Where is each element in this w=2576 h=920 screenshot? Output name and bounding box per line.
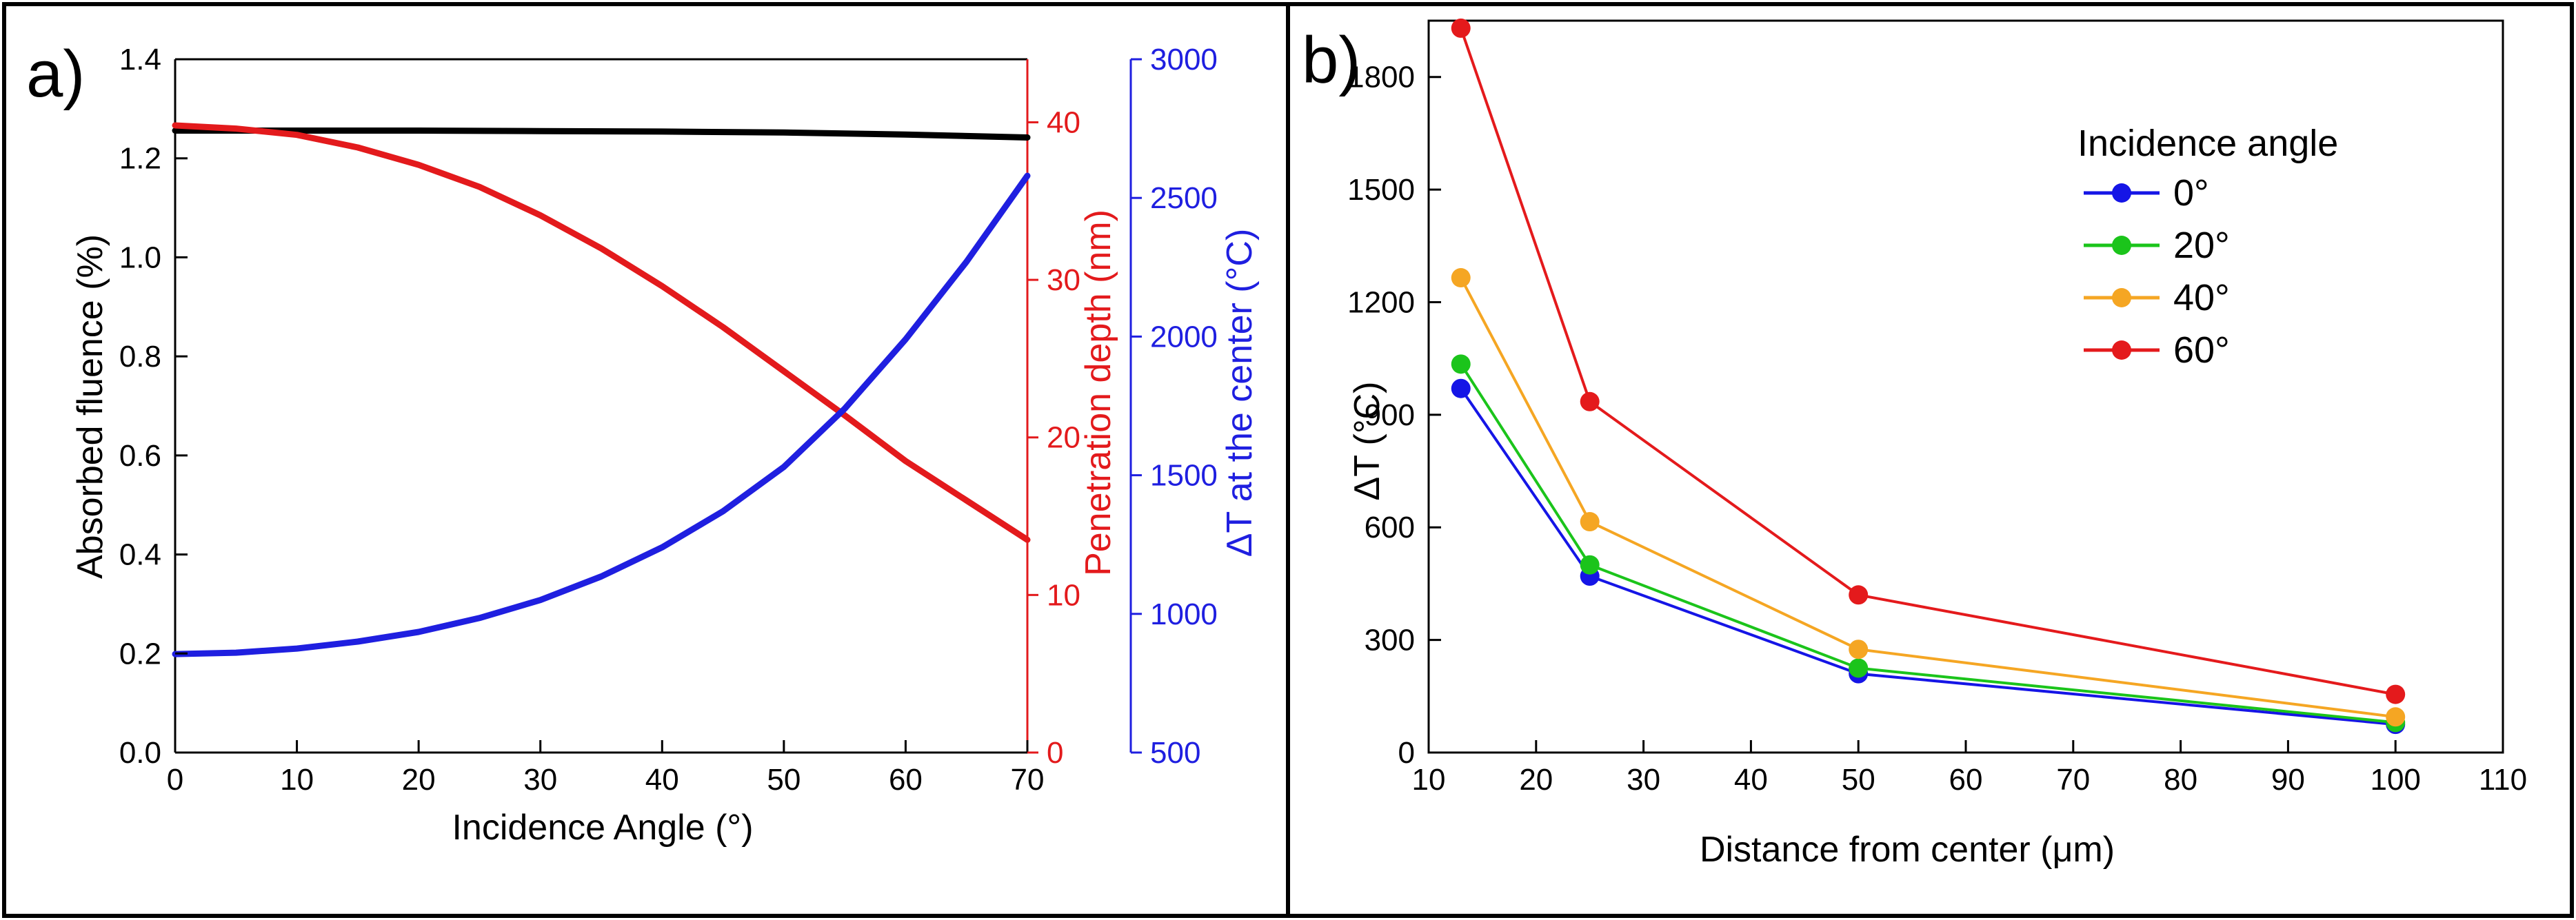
b-series-point (1451, 354, 1471, 374)
b-series-point (2386, 707, 2406, 727)
panel-b-frame (1427, 19, 2504, 754)
panel-a-tag: a) (26, 37, 85, 111)
b-y-tick-label: 1200 (1347, 285, 1415, 319)
b-series-point (1451, 378, 1471, 398)
a-x-tick-label: 50 (767, 763, 801, 797)
b-y-tick-label: 0 (1398, 736, 1415, 770)
b-x-tick-label: 50 (1842, 763, 1875, 797)
a-x-tick-label: 70 (1011, 763, 1045, 797)
a-y-right1-tick-label: 0 (1047, 736, 1063, 770)
b-series-point (1849, 585, 1869, 605)
legend-label: 40° (2173, 277, 2230, 318)
a-y-right1-tick-label: 10 (1047, 578, 1080, 612)
a-series-absorbed-fluence (172, 127, 1031, 141)
panel-a: a) 0 10 20 30 40 50 60 70 0.0 0.2 0.4 0.6 0.8 1.0 1.2 1… (26, 37, 1260, 848)
b-y-tick-label: 1800 (1347, 61, 1415, 94)
b-series-point (2386, 684, 2406, 704)
b-series-line (1460, 363, 2396, 724)
panel-a-lines (172, 122, 1031, 657)
b-series-point (1849, 658, 1869, 678)
a-y-right1-tick-label: 40 (1047, 105, 1080, 139)
b-series-point (1451, 18, 1471, 38)
b-y-tick-label: 1500 (1347, 173, 1415, 207)
panel-a-ticks: 0 10 20 30 40 50 60 70 0.0 0.2 0.4 0.6 0.8 1.0 1.2 1.4 0… (119, 43, 1218, 797)
a-y-left-tick-label: 0.2 (119, 637, 161, 671)
panel-a-y-right2-label: ΔT at the center (°C) (1220, 229, 1260, 558)
a-y-left-tick-label: 0.4 (119, 538, 161, 572)
a-series-penetration-depth (172, 122, 1031, 543)
b-series-point (1849, 640, 1869, 660)
a-y-left-tick-label: 1.2 (119, 142, 161, 176)
b-x-tick-label: 10 (1412, 763, 1446, 797)
legend-swatch-marker (2112, 183, 2131, 203)
b-y-tick-label: 600 (1365, 511, 1415, 544)
b-series-line (1460, 387, 2396, 726)
b-y-tick-label: 300 (1365, 624, 1415, 657)
panel-a-y-right1-label: Penetration depth (nm) (1078, 209, 1118, 576)
legend-swatch-marker (2112, 288, 2131, 307)
b-x-tick-label: 20 (1519, 763, 1553, 797)
b-x-tick-label: 30 (1627, 763, 1660, 797)
b-x-tick-label: 100 (2370, 763, 2420, 797)
b-x-tick-label: 110 (2479, 763, 2527, 797)
panel-b-y-label: ΔT (°C) (1347, 382, 1387, 501)
b-x-tick-label: 90 (2271, 763, 2305, 797)
a-x-tick-label: 30 (523, 763, 557, 797)
legend-label: 0° (2173, 172, 2209, 214)
panel-b-tag: b) (1302, 23, 1360, 97)
a-y-right2-tick-label: 1500 (1150, 459, 1218, 493)
b-series-point (1451, 268, 1471, 288)
b-x-tick-label: 40 (1734, 763, 1768, 797)
a-x-tick-label: 60 (889, 763, 923, 797)
legend-swatch-marker (2112, 236, 2131, 255)
panel-b-lines (1451, 18, 2406, 735)
a-x-tick-label: 0 (167, 763, 183, 797)
a-y-left-tick-label: 1.0 (119, 241, 161, 274)
b-series-line (1459, 277, 2396, 719)
legend-label: 60° (2173, 329, 2230, 371)
legend-title: Incidence angle (2077, 123, 2338, 164)
a-y-left-tick-label: 0.8 (119, 340, 161, 374)
b-series-line (1459, 28, 2396, 696)
a-y-right2-tick-label: 3000 (1150, 43, 1218, 76)
panel-b-ticks: 10 20 30 40 50 60 70 80 90 100 110 0 300 600 900 1200 15… (1347, 61, 2527, 797)
panel-a-y-left-label: Absorbed fluence (%) (70, 234, 110, 579)
a-y-left-tick-label: 0.6 (119, 439, 161, 473)
b-series-point (1580, 555, 1600, 575)
a-series-delta-t (172, 172, 1031, 657)
legend-label: 20° (2173, 225, 2230, 266)
a-y-right1-tick-label: 30 (1047, 263, 1080, 297)
b-series-point (1580, 391, 1600, 411)
a-y-right1-tick-label: 20 (1047, 421, 1080, 455)
a-x-tick-label: 40 (645, 763, 679, 797)
a-y-left-tick-label: 0.0 (119, 736, 161, 770)
b-x-tick-label: 80 (2164, 763, 2197, 797)
a-x-tick-label: 10 (280, 763, 314, 797)
panel-b: b) 10 20 30 40 50 60 70 80 90 100 110 0 300 600 900 120… (1302, 18, 2527, 870)
panel-b-legend: Incidence angle 0° 20° 40° 60° (2077, 123, 2338, 371)
a-y-right2-tick-label: 2000 (1150, 320, 1218, 354)
panel-b-x-label: Distance from center (μm) (1700, 830, 2115, 870)
panel-a-x-label: Incidence Angle (°) (452, 808, 753, 848)
b-series-point (1580, 512, 1600, 532)
a-x-tick-label: 20 (402, 763, 436, 797)
a-y-right2-tick-label: 2500 (1150, 181, 1218, 215)
a-y-right2-tick-label: 1000 (1150, 597, 1218, 631)
legend-swatch-marker (2112, 340, 2131, 360)
b-x-tick-label: 60 (1949, 763, 1983, 797)
a-y-left-tick-label: 1.4 (119, 43, 161, 76)
b-x-tick-label: 70 (2056, 763, 2090, 797)
b-y-tick-label: 900 (1365, 398, 1415, 432)
a-y-right2-tick-label: 500 (1150, 736, 1200, 770)
b-plot-frame (1427, 19, 2504, 754)
